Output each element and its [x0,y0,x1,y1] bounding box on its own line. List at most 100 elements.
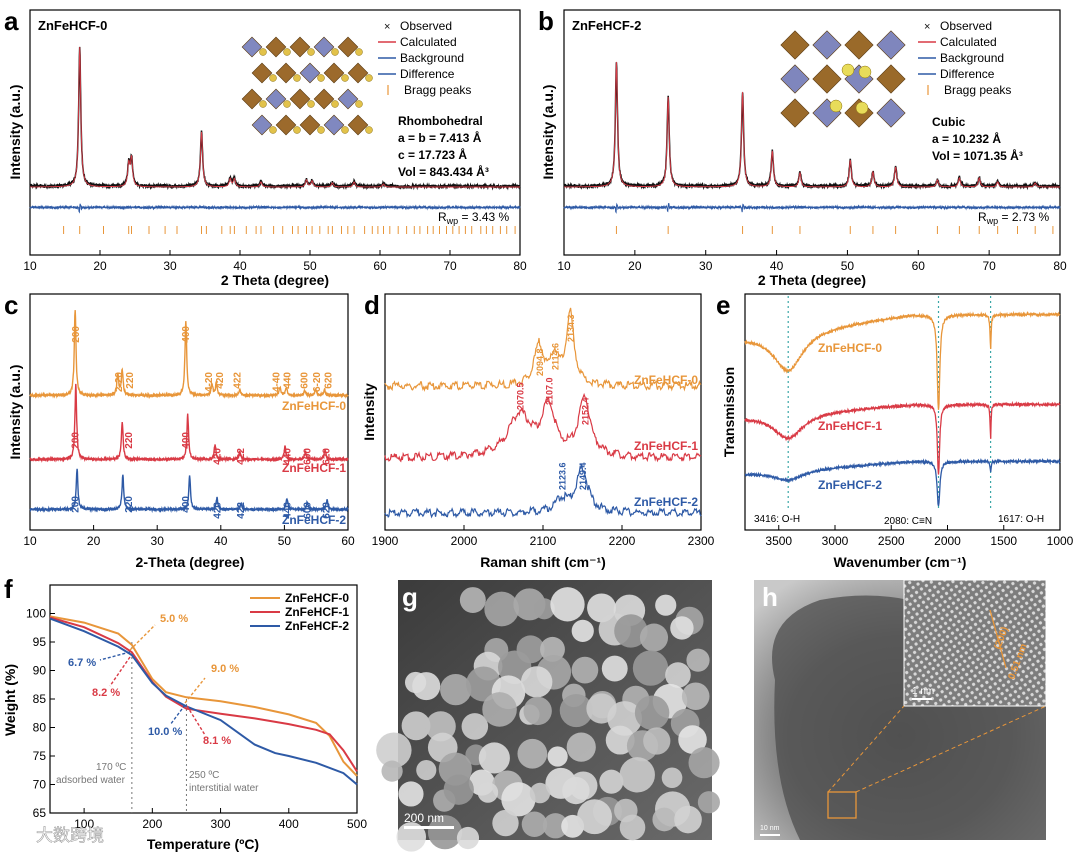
sem-particle [639,623,669,652]
panel-c-name-2: ZnFeHCF-2 [282,513,346,527]
panel-d-series-2 [384,463,702,519]
xrd-label-0: 440 [282,372,293,389]
panel-b-xlabel: 2 Theta (degree) [758,272,866,288]
a-x-tick-label: 60 [373,259,387,273]
octahedron [876,30,906,60]
annotation-label: 9.0 % [211,663,239,675]
b-x-tick-label: 70 [982,259,996,273]
sem-particle [416,760,437,781]
e-x-tick-label: 2000 [934,534,961,548]
panel-a-xlabel: 2 Theta (degree) [221,272,329,288]
xrd-label-0: 600 [299,372,310,389]
f-x-tick-label: 100 [74,817,94,831]
octahedron [289,36,311,58]
sem-particle [571,619,594,642]
zn-atom [855,101,869,115]
sem-particle [529,782,551,804]
panel-e-band-0: 3416: O-H [754,514,800,525]
sem-particle [440,673,472,706]
legend-label: Background [940,51,1004,65]
panel-f-y-axis: 65 70 75 80 85 90 95 100 [26,607,55,820]
annotation-arrow [109,656,131,687]
legend-label: Difference [940,67,995,81]
tem-zoom-line-1 [827,705,905,793]
f-y-tick-label: 80 [33,721,47,735]
panel-d-name-0: ZnFeHCF-0 [634,373,698,387]
a-x-tick-label: 70 [443,259,457,273]
sem-particle [665,662,691,688]
sem-particle [492,809,519,837]
sem-particle [614,614,648,648]
panel-e-x-axis: 3500 3000 2500 2000 1500 1000 [765,525,1074,548]
panel-d-xlabel: Raman shift (cm⁻¹) [480,554,606,570]
zn-atom [365,126,373,134]
panel-f-ylabel: Weight (%) [2,664,18,736]
b-x-tick-label: 60 [912,259,926,273]
legend-label: Bragg peaks [404,83,471,97]
tem-inset-scale-bar [912,698,932,700]
sem-particle [542,813,569,839]
panel-a-sample: ZnFeHCF-0 [38,18,107,33]
c-x-tick-label: 60 [341,534,355,548]
sem-particle [550,587,585,622]
xrd-label-1: 422 [236,448,247,465]
panel-c-series-2 [29,468,349,514]
f-y-tick-label: 75 [33,749,47,763]
zn-atom [858,65,872,79]
panel-letter-b: b [538,6,554,36]
xrd-label-0: 220 [125,372,136,389]
b-x-tick-label: 40 [770,259,784,273]
zn-atom [829,99,843,113]
legend-marker-observed: × [924,21,930,33]
octahedron [780,64,810,94]
octahedron [780,30,810,60]
xrd-label-0: 400 [181,326,192,343]
zn-atom [307,100,315,108]
legend-label: Background [400,51,464,65]
xrd-label-0: 2-20 [114,372,125,392]
f-x-tick-label: 400 [279,817,299,831]
sem-particle [577,799,612,835]
octahedron [812,30,842,60]
panel-b-difference [563,202,1061,214]
sem-particle [501,782,536,817]
xrd-label-0: 4-40 [271,372,282,392]
sem-particle [697,791,720,814]
legend-label: ZnFeHCF-0 [285,591,349,605]
legend-label: ZnFeHCF-1 [285,605,349,619]
panel-d-ylabel: Intensity [361,383,377,441]
sem-particle [643,727,671,755]
sem-particle [540,636,565,662]
octahedron [337,88,359,110]
panel-c-name-0: ZnFeHCF-0 [282,399,346,413]
xrd-label-0: 6-20 [312,372,323,392]
octahedron [299,114,321,136]
d-x-tick-label: 2200 [609,534,636,548]
panel-d-x-axis: 1900 2000 2100 2200 2300 [372,525,715,548]
panel-b-info: Cubic a = 10.232 Å Vol = 1071.35 Å³ [932,115,1023,163]
b-x-tick-label: 10 [557,259,571,273]
zn-atom [841,63,855,77]
annotation-arrow [169,704,186,726]
panel-e-series-0 [744,310,1061,410]
panel-b-bragg-ticks [615,226,1054,234]
c-x-tick-label: 30 [151,534,165,548]
sem-particle [619,814,646,841]
a-x-tick-label: 10 [23,259,37,273]
panel-e-xlabel: Wavenumber (cm⁻¹) [834,554,967,570]
sem-particle [566,732,596,762]
info-line: Rhombohedral [398,114,483,128]
sem-particle [381,760,403,782]
legend-label: Observed [940,19,992,33]
panel-a-bragg-ticks [63,226,516,234]
tem-fringe-marker [989,609,1007,669]
panel-b: b ZnFeHCF-2 × Observed Calculated Backgroun… [538,6,1067,288]
annotation-label: 10.0 % [148,726,182,738]
panel-b-frame [563,9,1061,256]
octahedron [289,88,311,110]
watermark: 大数跨境 [36,826,104,845]
xrd-label-1: 420 [212,448,223,465]
sem-particle [461,713,489,740]
octahedron [876,64,906,94]
